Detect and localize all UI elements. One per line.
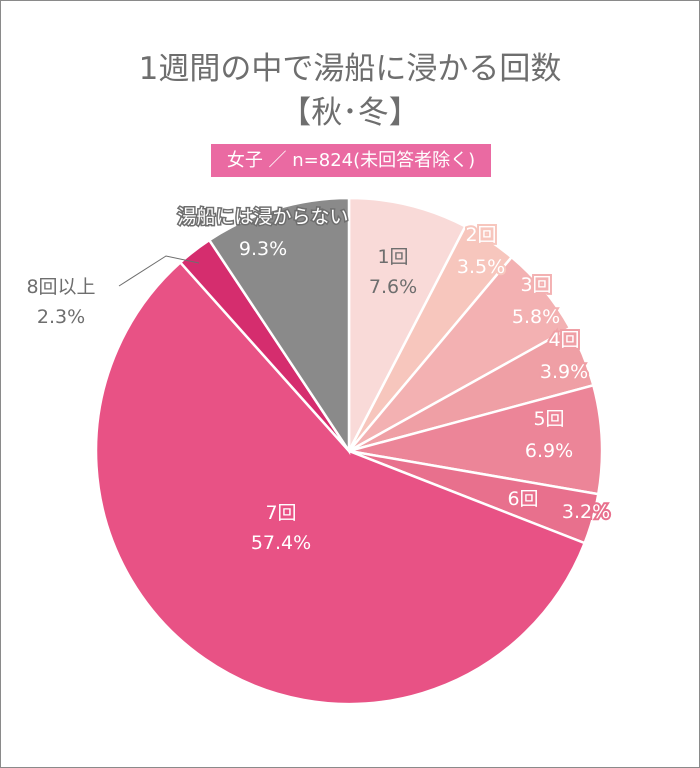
slice-category-label: 2回: [465, 224, 496, 246]
slice-value-label: 6.9%: [525, 440, 573, 462]
slice-category-label: 5回: [533, 408, 564, 430]
slice-category-label: 8回以上: [26, 276, 95, 298]
chart-title-season: 【秋･冬】: [280, 95, 420, 131]
slice-value-label: 9.3%: [239, 238, 287, 260]
pie-slice-1: [347, 196, 468, 452]
pie-slice-5: [348, 383, 604, 496]
slice-category-label: 3回: [520, 274, 551, 296]
pie-slice-7: [94, 260, 587, 706]
slice-value-label: 3.9%: [540, 361, 588, 383]
slice-category-label: 1回: [377, 246, 408, 268]
sample-badge: 女子 ／ n=824(未回答者除く): [211, 144, 491, 177]
slice-category-label: 6回: [507, 488, 538, 510]
leader-line: [118, 255, 200, 287]
pie-slice-9: [207, 196, 351, 456]
chart-title: 1週間の中で湯船に浸かる回数: [138, 51, 562, 87]
slice-value-label: 57.4%: [251, 532, 311, 554]
slice-value-label: 2.3%: [37, 306, 85, 328]
slice-value-label: 7.6%: [369, 276, 417, 298]
slice-value-label: 5.8%: [512, 306, 560, 328]
slice-category-label: 7回: [265, 502, 296, 524]
slice-category-label: 4回: [548, 329, 579, 351]
slice-category-label: 湯船には浸からない: [177, 206, 348, 228]
slice-value-label: 3.5%: [457, 256, 505, 278]
slice-value-label: 3.2%: [562, 501, 610, 523]
